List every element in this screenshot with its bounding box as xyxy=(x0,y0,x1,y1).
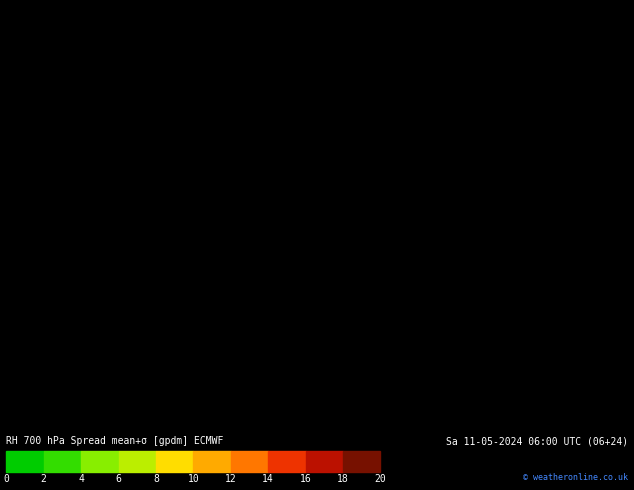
Bar xyxy=(193,451,231,472)
Text: 10: 10 xyxy=(188,474,199,484)
Text: 0: 0 xyxy=(3,474,10,484)
Bar xyxy=(343,451,380,472)
Text: 4: 4 xyxy=(78,474,84,484)
Bar xyxy=(231,451,268,472)
Bar xyxy=(268,451,306,472)
Text: 14: 14 xyxy=(262,474,274,484)
Bar xyxy=(44,451,81,472)
Bar xyxy=(156,451,193,472)
Bar xyxy=(81,451,119,472)
Text: 6: 6 xyxy=(115,474,122,484)
Text: 8: 8 xyxy=(153,474,159,484)
Text: 20: 20 xyxy=(375,474,386,484)
Text: RH 700 hPa Spread mean+σ [gpdm] ECMWF: RH 700 hPa Spread mean+σ [gpdm] ECMWF xyxy=(6,437,224,446)
Text: 2: 2 xyxy=(41,474,47,484)
Text: 12: 12 xyxy=(225,474,236,484)
Text: 18: 18 xyxy=(337,474,349,484)
Bar xyxy=(306,451,343,472)
Bar xyxy=(119,451,156,472)
Bar xyxy=(6,451,44,472)
Text: Sa 11-05-2024 06:00 UTC (06+24): Sa 11-05-2024 06:00 UTC (06+24) xyxy=(446,437,628,446)
Text: © weatheronline.co.uk: © weatheronline.co.uk xyxy=(522,472,628,482)
Text: 16: 16 xyxy=(300,474,311,484)
